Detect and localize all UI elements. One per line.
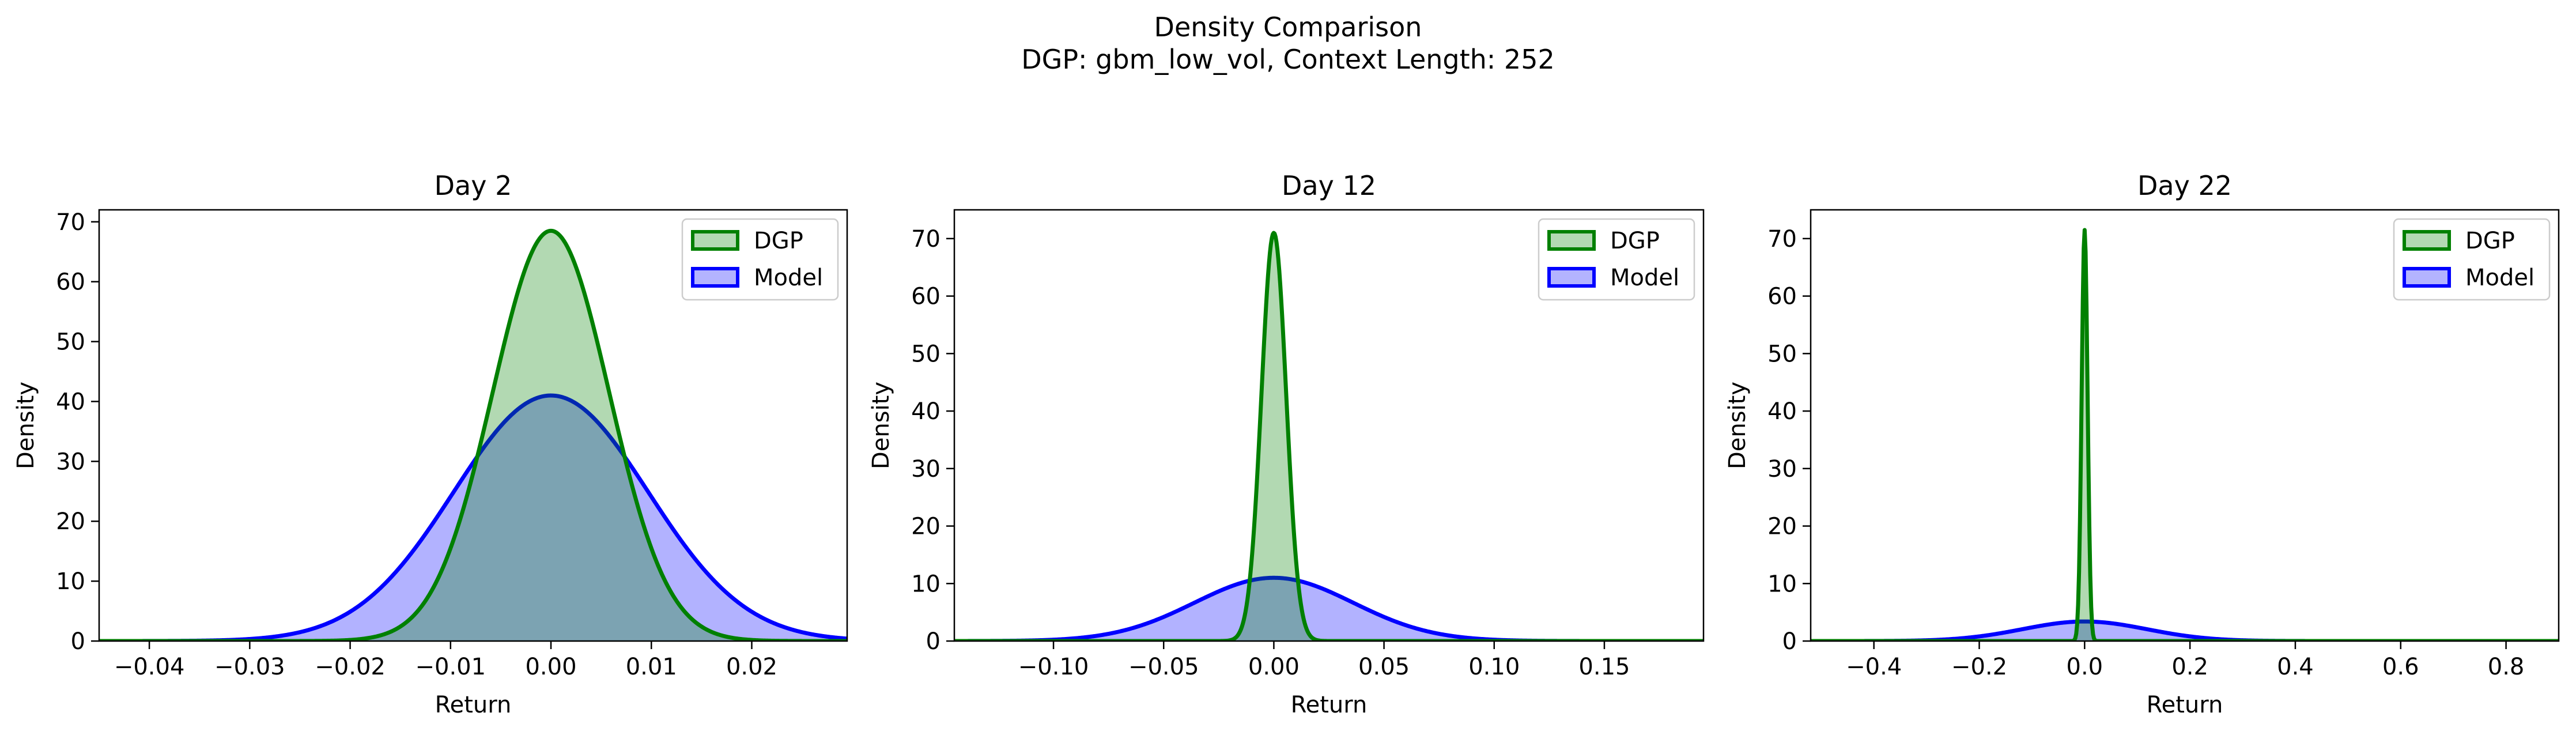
figure-subtitle: DGP: gbm_low_vol, Context Length: 252 xyxy=(1021,44,1555,75)
legend: DGP Model xyxy=(1538,218,1695,301)
x-tick-label: −0.2 xyxy=(1951,654,2007,680)
chart-panel-2: −0.10 −0.05 0.00 0.05 0.10 0.15 0 10 20 30 40 50 60 7… xyxy=(868,170,1705,718)
chart-panel-3: −0.4 −0.2 0.0 0.2 0.4 0.6 0.8 0 10 20 30 40 50 60 70 Re… xyxy=(1724,170,2560,718)
x-tick-label: 0.10 xyxy=(1468,654,1520,680)
dgp-density-line xyxy=(99,228,847,641)
figure-title: Density Comparison xyxy=(1154,12,1422,43)
x-tick-label: 0.6 xyxy=(2382,654,2419,680)
y-tick-label: 50 xyxy=(1767,341,1797,367)
y-tick-label: 0 xyxy=(1782,628,1797,655)
y-axis-label: Density xyxy=(13,382,39,469)
dgp-density-fill xyxy=(99,231,847,641)
y-axis-label: Density xyxy=(1724,382,1751,469)
x-tick-label: 0.15 xyxy=(1578,654,1630,680)
dgp-legend-swatch xyxy=(2403,230,2451,251)
y-axis-label: Density xyxy=(868,382,894,469)
y-tick-label: 0 xyxy=(71,628,85,655)
model-legend-swatch xyxy=(691,267,739,288)
plot-area xyxy=(99,228,847,641)
y-tick-label: 40 xyxy=(911,398,940,425)
model-legend-label: Model xyxy=(754,265,823,291)
chart-title: Day 22 xyxy=(2137,170,2232,201)
axes-frame xyxy=(1810,209,2560,642)
x-tick-label: 0.01 xyxy=(626,654,677,680)
plot-area xyxy=(1811,228,2559,641)
x-tick-label: −0.01 xyxy=(416,654,486,680)
x-tick-label: −0.04 xyxy=(114,654,185,680)
y-tick-label: 60 xyxy=(911,284,940,310)
x-tick-label: −0.02 xyxy=(315,654,386,680)
x-tick-label: 0.00 xyxy=(525,654,576,680)
dgp-legend-swatch xyxy=(691,230,739,251)
y-tick-label: 30 xyxy=(911,456,940,483)
x-tick-label: 0.00 xyxy=(1248,654,1300,680)
x-axis-label: Return xyxy=(435,692,512,718)
x-tick-label: 0.8 xyxy=(2488,654,2525,680)
dgp-legend-label: DGP xyxy=(1610,228,1660,254)
x-tick-label: −0.03 xyxy=(214,654,285,680)
model-legend-swatch xyxy=(1547,267,1596,288)
chart-title: Day 12 xyxy=(1282,170,1376,201)
y-tick-label: 20 xyxy=(1767,514,1797,540)
chart-title: Day 2 xyxy=(435,170,512,201)
x-tick-label: 0.05 xyxy=(1358,654,1410,680)
y-tick-label: 10 xyxy=(911,571,940,597)
y-tick-label: 40 xyxy=(56,389,85,415)
model-legend-label: Model xyxy=(2465,265,2535,291)
x-axis-label: Return xyxy=(2147,692,2223,718)
x-tick-label: −0.05 xyxy=(1128,654,1199,680)
y-tick-label: 70 xyxy=(911,226,940,252)
axes-frame xyxy=(98,209,848,642)
x-tick-label: −0.4 xyxy=(1846,654,1902,680)
legend: DGP Model xyxy=(2393,218,2551,301)
model-density-fill xyxy=(1811,621,2559,641)
model-density-fill xyxy=(954,578,1704,641)
y-tick-label: 20 xyxy=(56,508,85,535)
x-tick-label: 0.4 xyxy=(2277,654,2314,680)
model-legend-swatch xyxy=(2403,267,2451,288)
y-tick-label: 60 xyxy=(1767,284,1797,310)
y-tick-label: 10 xyxy=(56,568,85,595)
x-tick-label: −0.10 xyxy=(1018,654,1089,680)
y-tick-label: 30 xyxy=(56,448,85,475)
dgp-legend-swatch xyxy=(1547,230,1596,251)
y-tick-label: 10 xyxy=(1767,571,1797,597)
y-tick-label: 20 xyxy=(911,514,940,540)
dgp-legend-label: DGP xyxy=(2465,228,2515,254)
model-density-fill xyxy=(99,395,847,641)
y-tick-label: 40 xyxy=(1767,398,1797,425)
legend: DGP Model xyxy=(681,218,839,301)
chart-panel-1: −0.04 −0.03 −0.02 −0.01 0.00 0.01 0.02 0 10 20 30 4… xyxy=(13,170,848,718)
y-tick-label: 50 xyxy=(911,341,940,367)
axes-frame xyxy=(953,209,1705,642)
x-axis-label: Return xyxy=(1291,692,1368,718)
x-tick-label: 0.2 xyxy=(2171,654,2208,680)
y-tick-label: 0 xyxy=(926,628,940,655)
y-tick-label: 50 xyxy=(56,329,85,356)
y-tick-label: 60 xyxy=(56,269,85,296)
y-tick-label: 70 xyxy=(56,209,85,236)
y-tick-label: 30 xyxy=(1767,456,1797,483)
x-tick-label: 0.0 xyxy=(2067,654,2103,680)
y-tick-label: 70 xyxy=(1767,226,1797,252)
model-legend-label: Model xyxy=(1610,265,1679,291)
dgp-legend-label: DGP xyxy=(754,228,803,254)
x-tick-label: 0.02 xyxy=(726,654,777,680)
